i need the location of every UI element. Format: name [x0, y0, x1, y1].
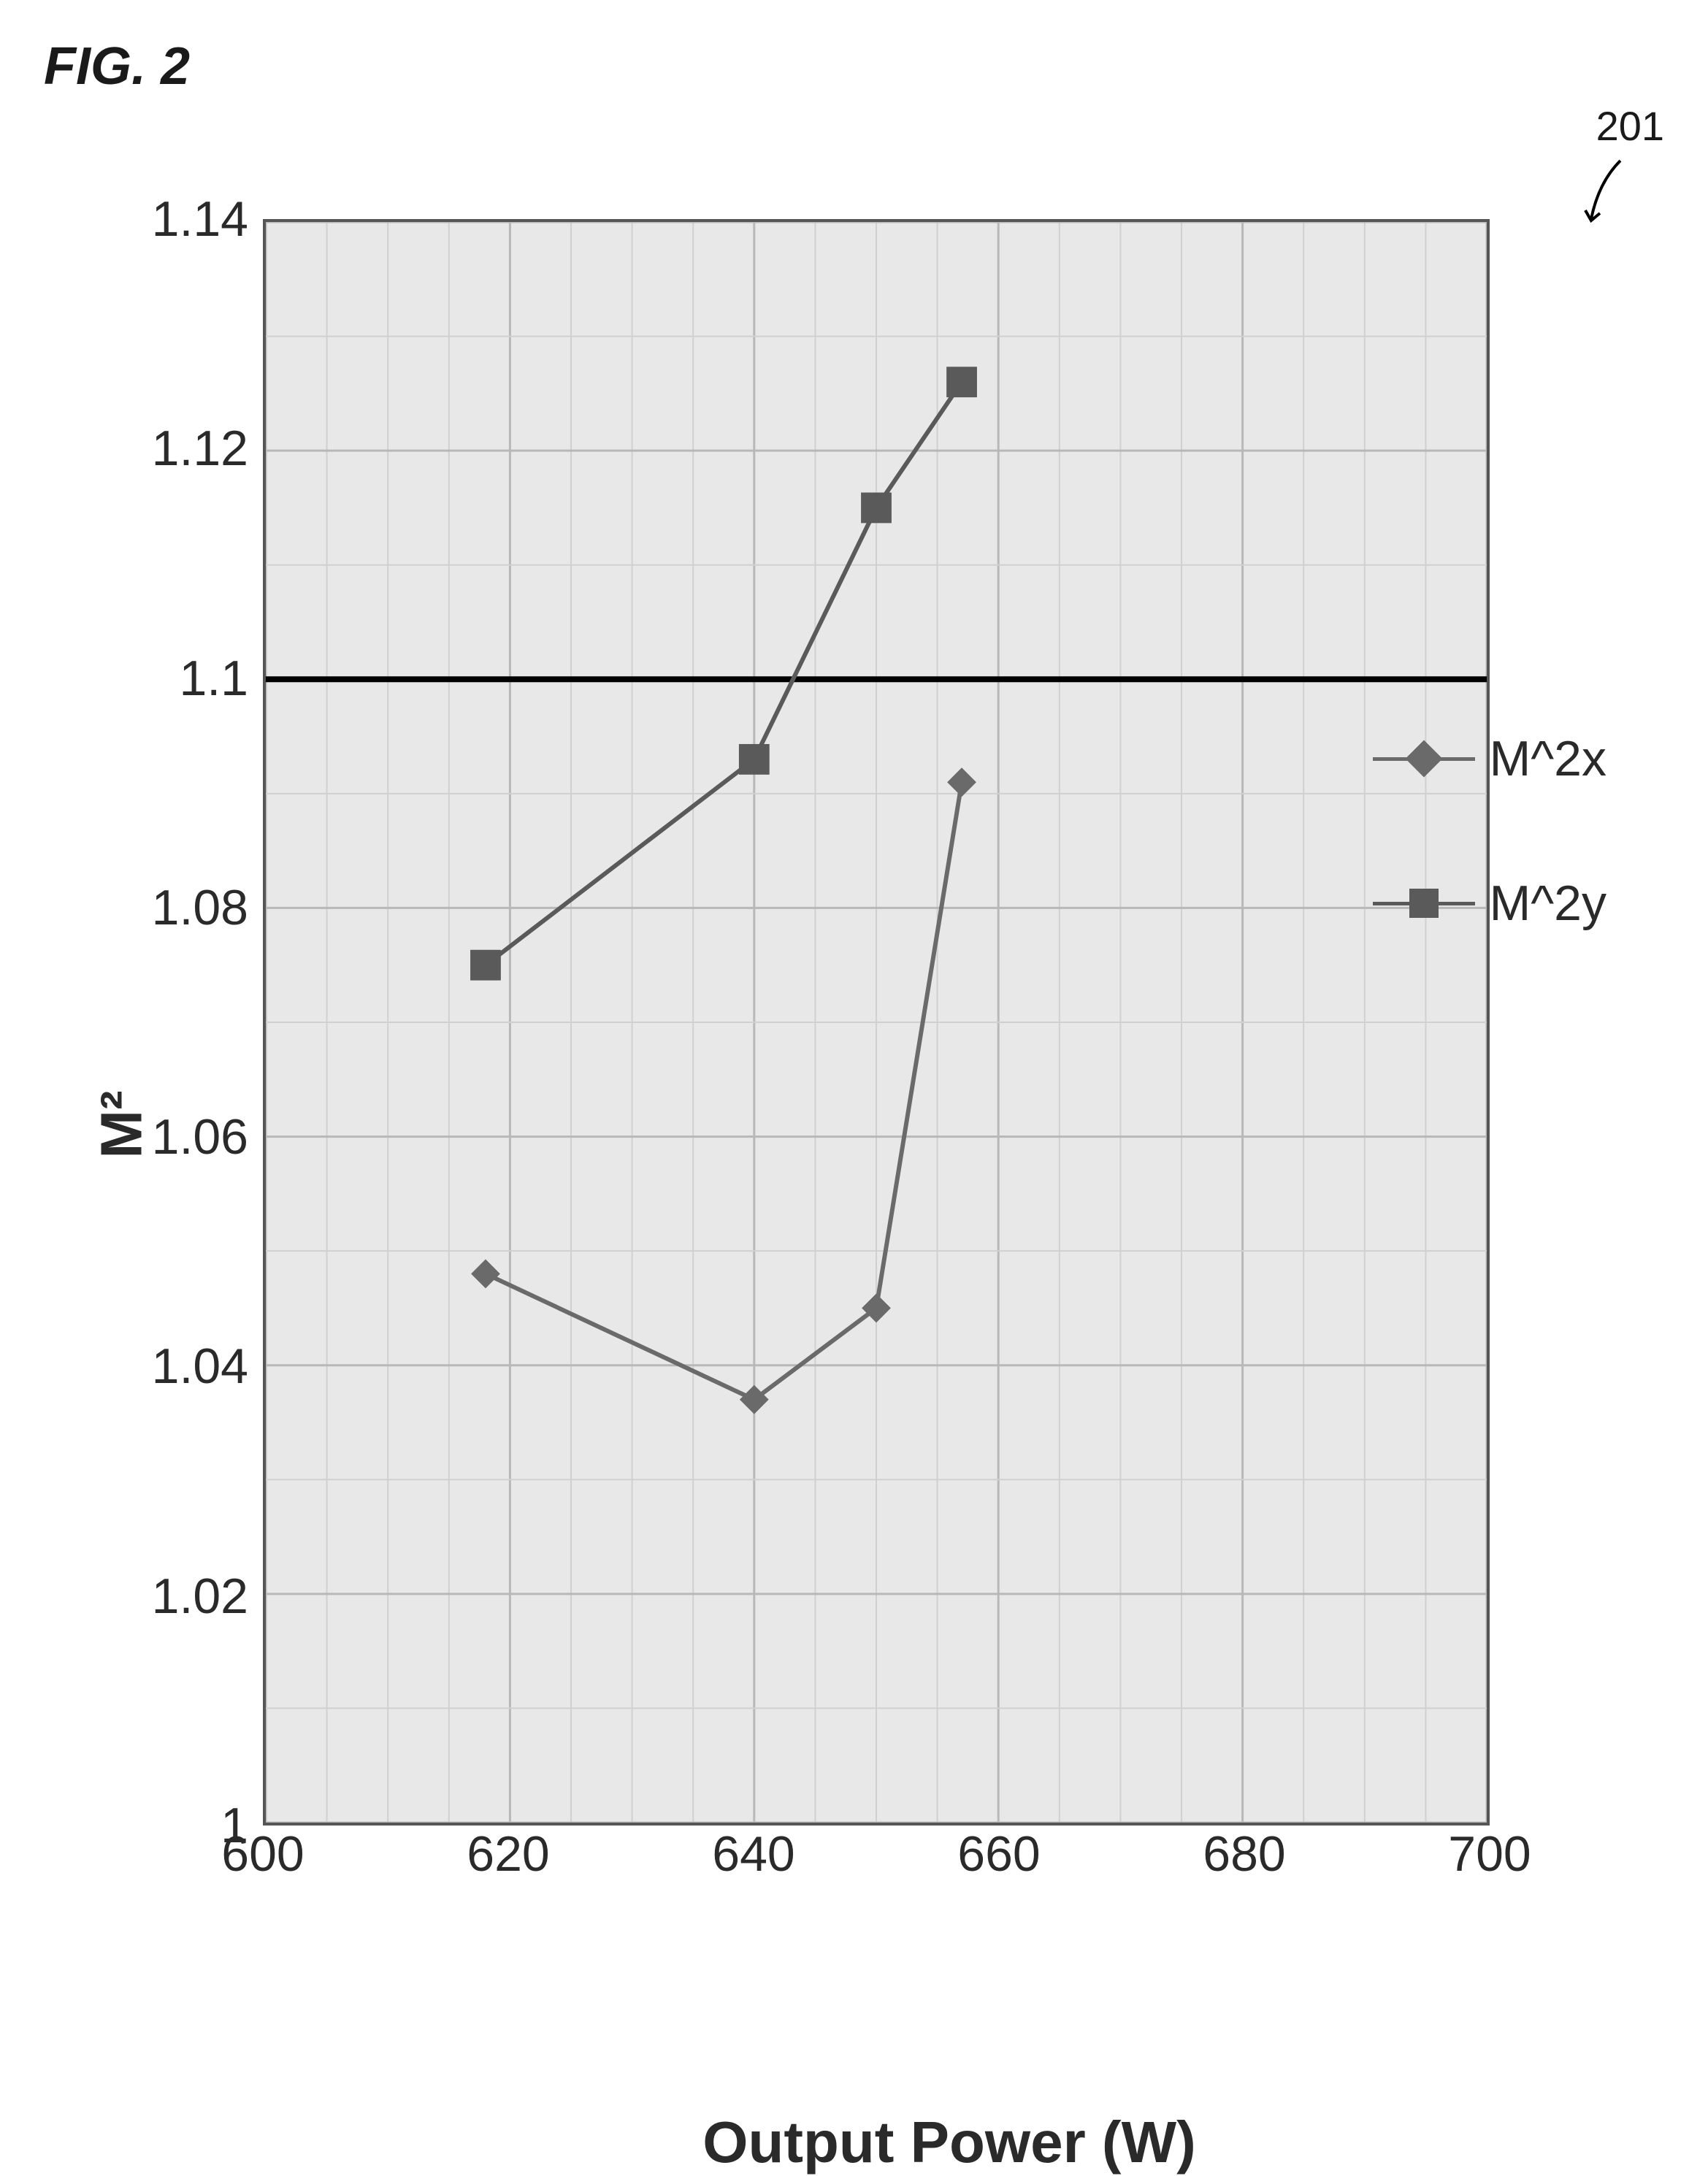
legend-label-m2y: M^2y	[1490, 875, 1606, 932]
x-axis-label: Output Power (W)	[702, 2109, 1195, 2176]
legend-line-m2x	[1373, 757, 1475, 761]
square-marker-icon	[1409, 889, 1439, 918]
chart-region: M² 11.021.041.061.081.11.121.14 60062064…	[263, 219, 1636, 2030]
legend-item-m2y: M^2y	[1373, 875, 1606, 932]
x-tick-label: 660	[957, 1826, 1040, 2103]
y-tick-label: 1.14	[117, 191, 248, 248]
plot-area	[263, 219, 1490, 1826]
y-tick-label: 1.1	[117, 650, 248, 707]
x-tick-label: 620	[467, 1826, 549, 2103]
x-tick-label: 600	[221, 1826, 304, 2103]
legend-label-m2x: M^2x	[1490, 730, 1606, 787]
reference-arrow-icon	[1577, 153, 1635, 226]
y-tick-label: 1.02	[117, 1568, 248, 1625]
legend-item-m2x: M^2x	[1373, 730, 1606, 787]
figure-container: FIG. 2 201 M² 11.021.041.061.081.11.121.…	[29, 29, 1679, 2092]
y-tick-label: 1.08	[117, 879, 248, 936]
legend-line-m2y	[1373, 902, 1475, 905]
figure-label: FIG. 2	[44, 37, 190, 96]
chart-svg	[266, 222, 1487, 1823]
x-tick-label: 680	[1203, 1826, 1285, 2103]
x-tick-label: 640	[712, 1826, 794, 2103]
y-tick-label: 1.12	[117, 420, 248, 477]
legend: M^2x M^2y	[1373, 730, 1606, 1019]
y-tick-label: 1.06	[117, 1108, 248, 1165]
diamond-marker-icon	[1405, 740, 1442, 778]
x-tick-label: 700	[1448, 1826, 1531, 2103]
reference-number: 201	[1596, 102, 1664, 150]
y-tick-label: 1.04	[117, 1338, 248, 1395]
